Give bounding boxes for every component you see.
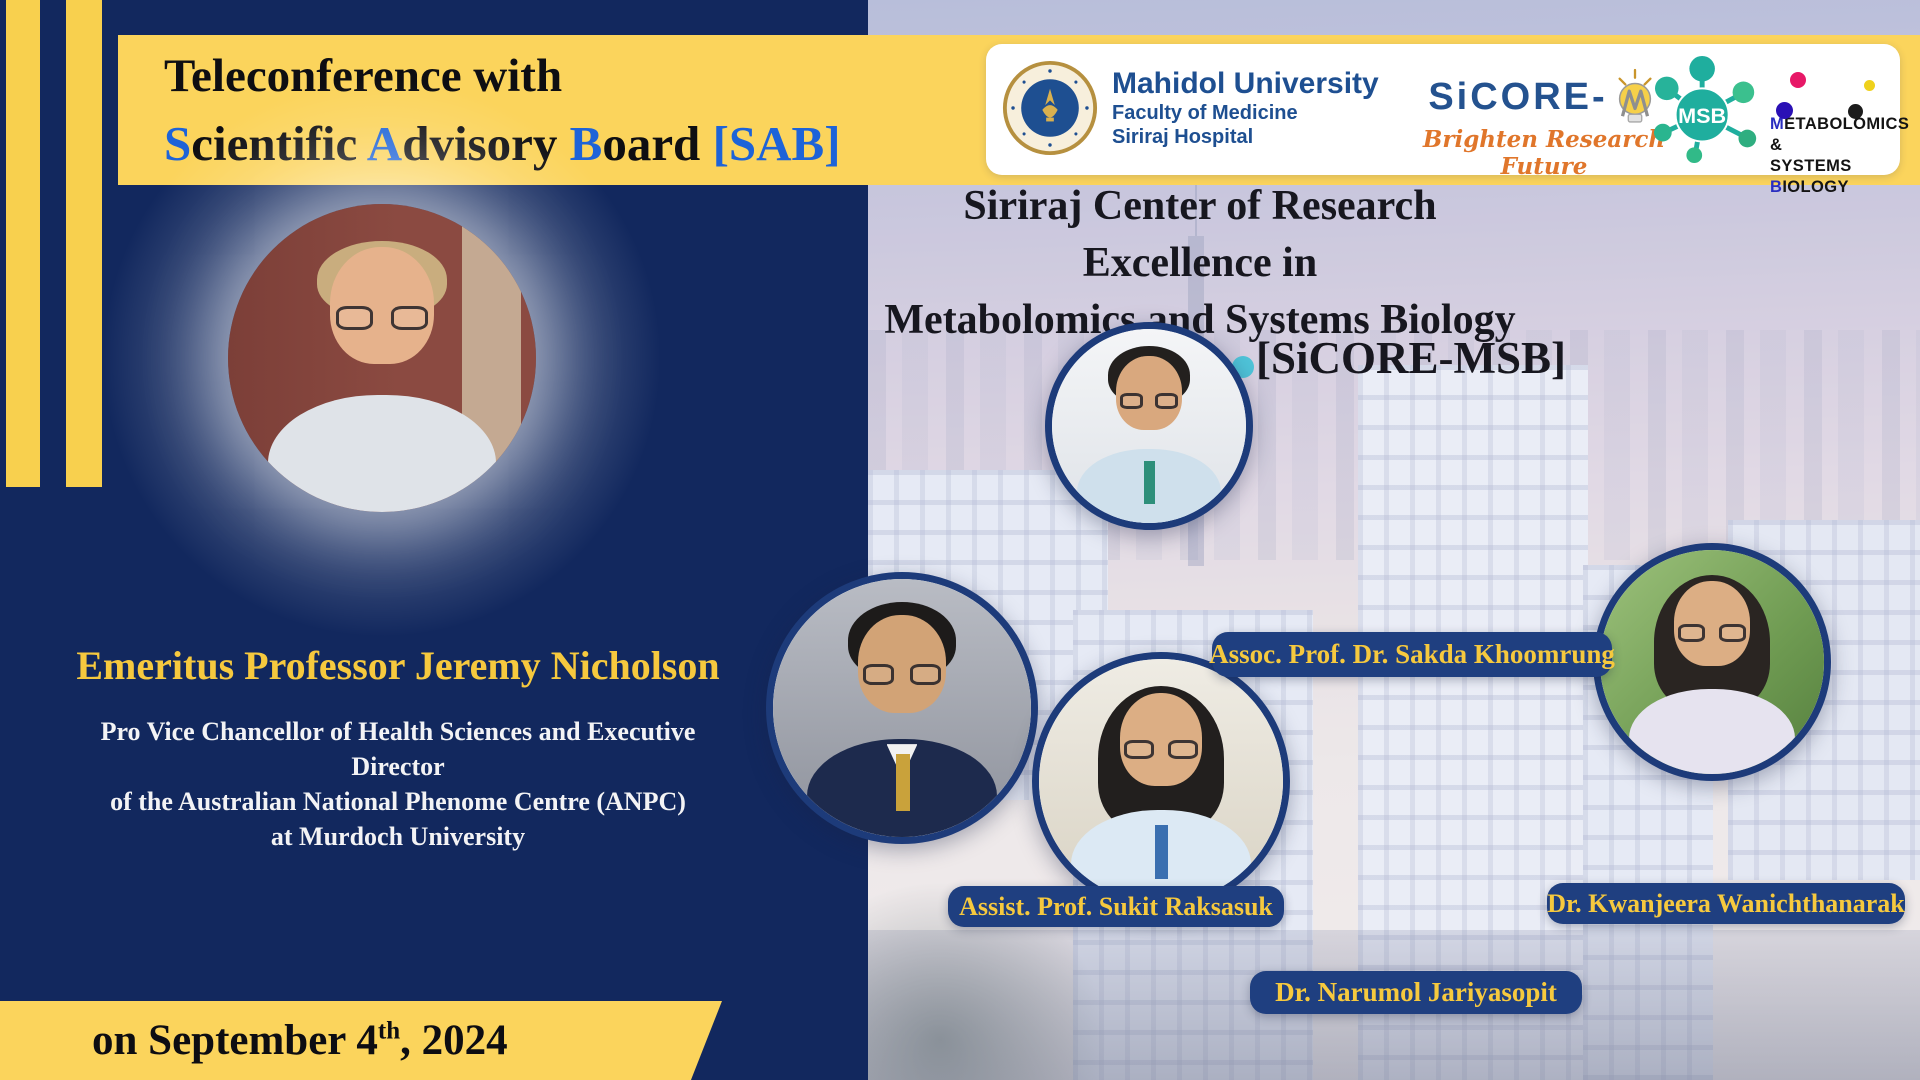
mahidol-name: Mahidol University xyxy=(1112,67,1379,100)
logo-card: Mahidol University Faculty of Medicine S… xyxy=(986,44,1909,196)
mahidol-sub1: Faculty of Medicine xyxy=(1112,102,1298,124)
center-title-line1: Siriraj Center of Research Excellence in xyxy=(963,183,1437,286)
svg-text:MSB: MSB xyxy=(1678,103,1726,128)
msb-dot-blue xyxy=(1776,102,1793,119)
msb-dot-black xyxy=(1848,104,1863,119)
speaker-desc-line1: Pro Vice Chancellor of Health Sciences a… xyxy=(100,717,696,781)
sicore-logo: SiCORE- M Brighten Research Future xyxy=(1414,66,1674,180)
msb-dot-yellow xyxy=(1864,80,1875,91)
msb-logo: MSB METABOLOMICS & SYSTEMS BIOLOGY xyxy=(1650,54,1909,196)
name-label-kwanjeera: Dr. Kwanjeera Wanichthanarak xyxy=(1547,883,1905,924)
decor-bar-left-1 xyxy=(6,0,40,487)
msb-text: METABOLOMICS & SYSTEMS BIOLOGY xyxy=(1770,114,1909,198)
msb-text-line2: SYSTEMS BIOLOGY xyxy=(1770,157,1852,196)
msb-dot-pink xyxy=(1790,72,1806,88)
date-banner: on September 4th, 2024 xyxy=(0,1001,722,1080)
mahidol-sub2: Siriraj Hospital xyxy=(1112,126,1254,148)
photo-sakda-khoomrung xyxy=(1045,322,1253,530)
decor-bar-left-2 xyxy=(66,0,102,487)
speaker-desc-line2: of the Australian National Phenome Centr… xyxy=(110,787,686,816)
speaker-name: Emeritus Professor Jeremy Nicholson xyxy=(76,643,720,688)
name-label-sukit: Assist. Prof. Sukit Raksasuk xyxy=(948,886,1284,927)
speaker-description: Pro Vice Chancellor of Health Sciences a… xyxy=(58,714,738,854)
speaker-photo xyxy=(228,204,536,512)
sicore-tagline: Brighten Research Future xyxy=(1422,126,1666,180)
mahidol-emblem-icon xyxy=(1002,60,1098,156)
lightbulb-icon: M xyxy=(1618,68,1652,123)
msb-molecule-icon: MSB xyxy=(1654,55,1757,164)
center-title-line3: [SiCORE-MSB] xyxy=(1256,333,1567,383)
photo-narumol-jariyasopit xyxy=(1032,652,1290,910)
sicore-name: SiCORE- xyxy=(1428,76,1608,118)
speaker-desc-line3: at Murdoch University xyxy=(270,822,526,851)
mahidol-logo: Mahidol University Faculty of Medicine S… xyxy=(1002,60,1379,156)
photo-kwanjeera-wanichthanarak xyxy=(1593,543,1831,781)
msb-text-line1: METABOLOMICS & xyxy=(1770,115,1910,154)
name-label-narumol: Dr. Narumol Jariyasopit xyxy=(1250,971,1582,1014)
photo-sukit-raksasuk xyxy=(766,572,1038,844)
mahidol-text: Mahidol University Faculty of Medicine S… xyxy=(1112,67,1379,149)
center-title: Siriraj Center of Research Excellence in… xyxy=(870,178,1530,349)
event-date: on September 4th, 2024 xyxy=(92,1017,508,1064)
name-label-sakda: Assoc. Prof. Dr. Sakda Khoomrung xyxy=(1209,632,1615,677)
